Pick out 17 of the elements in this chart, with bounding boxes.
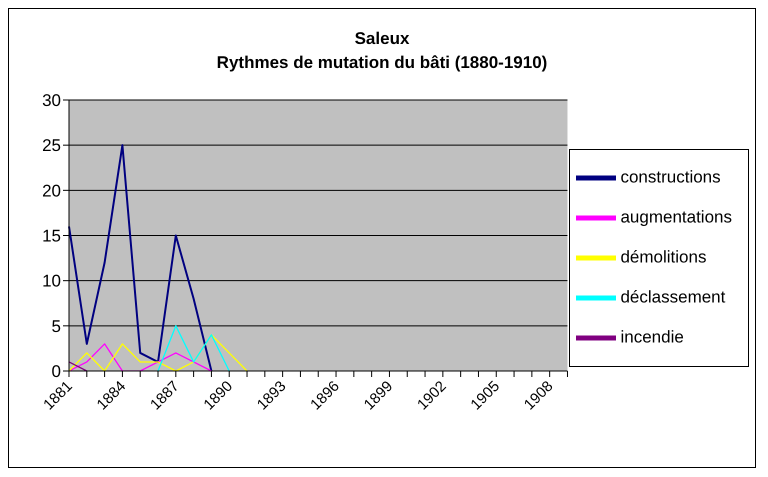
y-tick-label: 5: [52, 316, 61, 336]
y-tick-label: 0: [52, 362, 61, 382]
legend-label: constructions: [620, 167, 721, 186]
chart-subtitle: Rythmes de mutation du bâti (1880-1910): [216, 52, 548, 74]
legend-label: augmentations: [620, 207, 732, 226]
y-tick-label: 25: [42, 136, 61, 156]
line-series: [157, 325, 230, 371]
y-tick-label: 10: [42, 272, 61, 291]
chart-title: Saleux: [354, 28, 410, 50]
y-tick-label: 30: [42, 91, 61, 110]
y-tick-label: 20: [42, 181, 61, 200]
y-tick-label: 15: [42, 226, 61, 246]
legend-label: déclassement: [620, 287, 726, 306]
legend-label: démolitions: [620, 247, 706, 266]
legend-label: incendie: [620, 327, 684, 346]
line-series: [68, 343, 212, 371]
line-series: [68, 144, 212, 371]
